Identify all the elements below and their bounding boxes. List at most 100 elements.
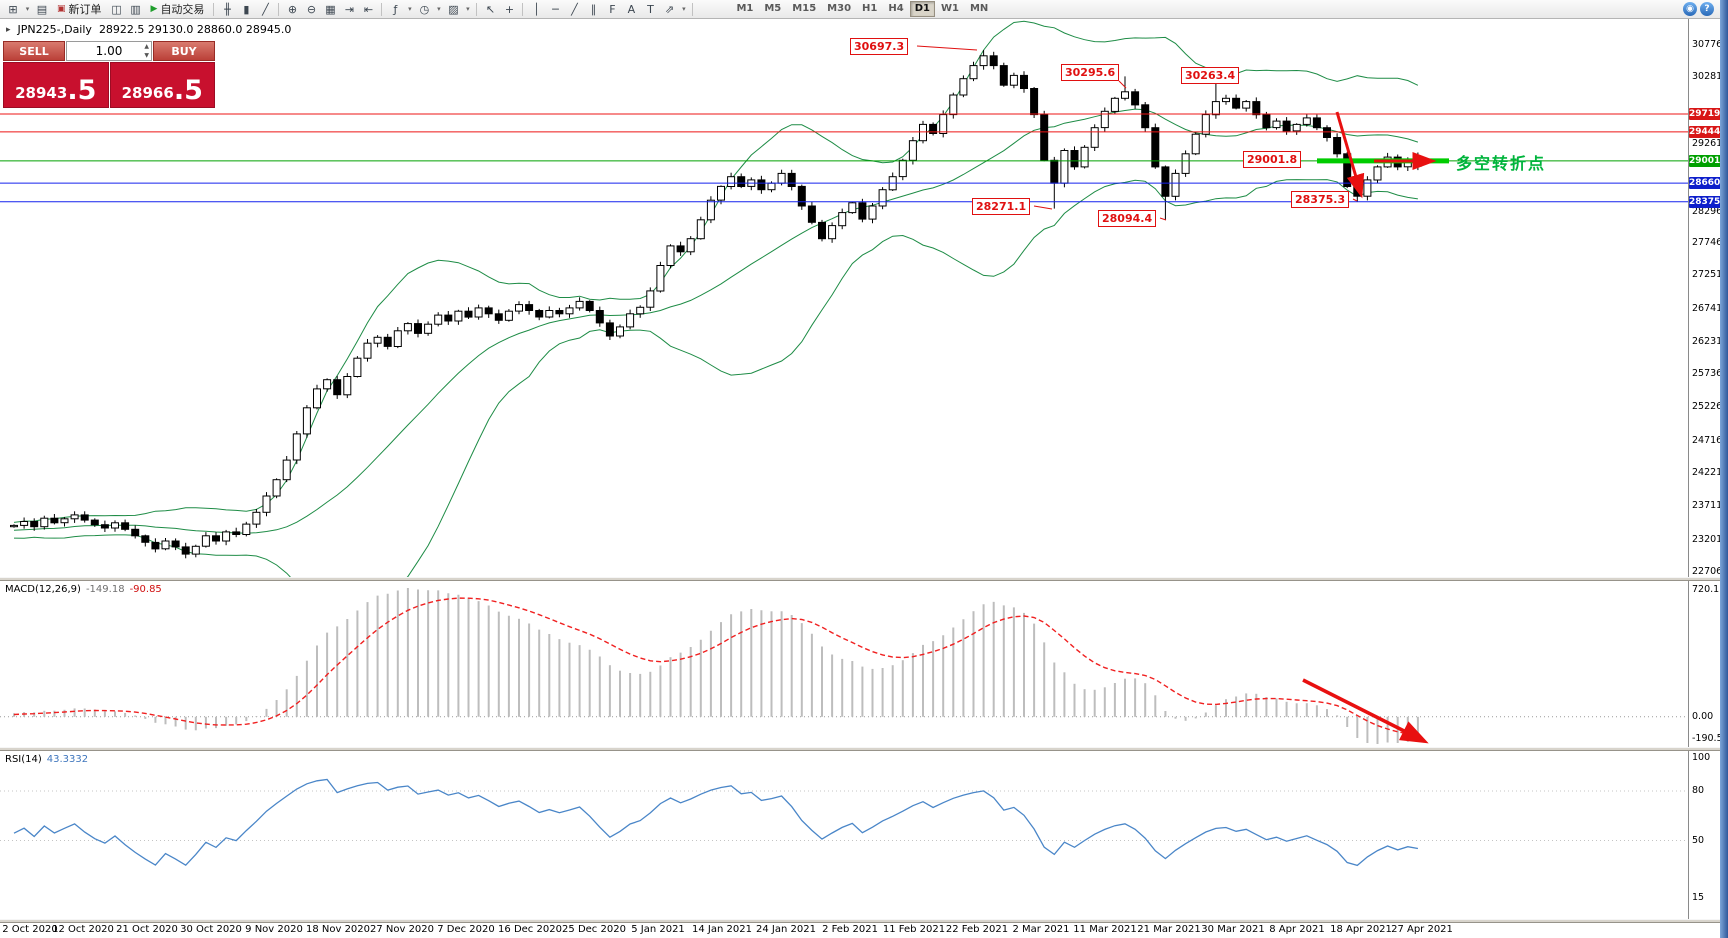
templates-icon[interactable]: ▨ bbox=[448, 2, 459, 16]
vertical-line-icon[interactable]: │ bbox=[533, 2, 540, 16]
rsi-label: RSI(14) 43.3332 bbox=[5, 754, 88, 765]
buy-price-display[interactable]: 28966.5 bbox=[109, 62, 215, 108]
price-tag: 29001.8 bbox=[1689, 154, 1728, 167]
time-label: 30 Oct 2020 bbox=[180, 924, 242, 935]
rsi-axis-label: 50 bbox=[1692, 834, 1705, 846]
auto-scroll-icon[interactable]: ⇥ bbox=[344, 2, 355, 16]
fibonacci-icon[interactable]: F bbox=[609, 2, 616, 16]
bar-chart-icon[interactable]: ╫ bbox=[224, 2, 231, 16]
price-annotation[interactable]: 28094.4 bbox=[1098, 210, 1157, 227]
new-order-button[interactable]: ▣ 新订单 bbox=[52, 1, 107, 17]
panel-separator[interactable] bbox=[0, 919, 1728, 923]
chart-shift-icon[interactable]: ⇤ bbox=[363, 2, 374, 16]
candlestick-chart-icon[interactable]: ▮ bbox=[243, 2, 250, 16]
indicators-dropdown[interactable]: ▾ bbox=[408, 5, 412, 13]
timeframe-d1[interactable]: D1 bbox=[909, 1, 935, 17]
window-edge-scrollbar[interactable] bbox=[1720, 0, 1728, 938]
auto-trading-button-text: 自动交易 bbox=[160, 3, 205, 16]
equidistant-channel-icon[interactable]: ∥ bbox=[590, 2, 597, 16]
price-annotation[interactable]: 30697.3 bbox=[850, 38, 909, 55]
time-label: 12 Oct 2020 bbox=[52, 924, 114, 935]
horizontal-line-icon[interactable]: ─ bbox=[552, 2, 559, 16]
charts-window-icon[interactable]: ⊞ bbox=[8, 2, 18, 16]
price-tick: 25226.0 bbox=[1692, 401, 1728, 413]
templates-dropdown[interactable]: ▾ bbox=[466, 5, 470, 13]
candlesticks-layer bbox=[10, 50, 1422, 559]
crosshair-icon[interactable]: + bbox=[504, 2, 515, 16]
arrows-tool-dropdown[interactable]: ▾ bbox=[682, 5, 686, 13]
indicators-icon[interactable]: ƒ bbox=[393, 2, 398, 16]
text-icon[interactable]: A bbox=[627, 2, 636, 16]
arrows-tool-icon[interactable]: ⇗ bbox=[664, 2, 675, 16]
auto-trading-button[interactable]: ▶ 自动交易 bbox=[146, 1, 210, 17]
rsi-axis-label: 80 bbox=[1692, 785, 1705, 796]
price-annotation[interactable]: 29001.8 bbox=[1243, 151, 1302, 168]
market-watch-icon[interactable]: ◫ bbox=[111, 2, 122, 16]
toolbar-separator bbox=[278, 2, 280, 16]
timeframe-h1[interactable]: H1 bbox=[862, 3, 878, 14]
sell-price-main: 28943 bbox=[15, 84, 68, 102]
timeframe-h4[interactable]: H4 bbox=[888, 3, 904, 14]
buy-button[interactable]: BUY bbox=[153, 41, 215, 61]
zoom-out-icon[interactable]: ⊖ bbox=[306, 2, 317, 16]
periods-icon[interactable]: ◷ bbox=[419, 2, 430, 16]
volume-input[interactable]: 1.00 ▲ ▼ bbox=[66, 41, 152, 61]
timeframe-m15[interactable]: M15 bbox=[792, 3, 817, 14]
time-label: 27 Nov 2020 bbox=[369, 924, 435, 935]
zoom-in-icon[interactable]: ⊕ bbox=[287, 2, 298, 16]
tile-windows-icon[interactable]: ▦ bbox=[325, 2, 336, 16]
macd-main-value: -149.18 bbox=[85, 584, 125, 595]
profiles-icon[interactable]: ▤ bbox=[36, 2, 48, 16]
macd-layer bbox=[0, 588, 1688, 744]
sell-price-display[interactable]: 28943.5 bbox=[3, 62, 109, 108]
timeframe-mn[interactable]: MN bbox=[969, 3, 989, 14]
price-tag: 28375.3 bbox=[1689, 195, 1728, 208]
cursor-icon[interactable]: ↖ bbox=[485, 2, 496, 16]
price-axis-border bbox=[1688, 19, 1689, 919]
price-tick: 24716.0 bbox=[1692, 434, 1728, 446]
collapse-panel-icon[interactable]: ▸ bbox=[6, 24, 11, 35]
price-tick: 25736.0 bbox=[1692, 368, 1728, 380]
horizontal-levels-layer[interactable] bbox=[0, 113, 1688, 203]
drawn-arrows-layer[interactable] bbox=[916, 45, 1437, 744]
new-order-button-icon: ▣ bbox=[57, 4, 66, 14]
sell-button[interactable]: SELL bbox=[3, 41, 65, 61]
time-label: 9 Nov 2020 bbox=[245, 924, 303, 935]
price-annotation[interactable]: 28375.3 bbox=[1291, 191, 1350, 208]
price-annotation[interactable]: 28271.1 bbox=[972, 198, 1031, 215]
price-annotation[interactable]: 30295.6 bbox=[1061, 64, 1120, 81]
macd-label: MACD(12,26,9) -149.18 -90.85 bbox=[5, 584, 162, 595]
trendline-icon[interactable]: ╱ bbox=[571, 2, 578, 16]
panel-separator[interactable] bbox=[0, 747, 1728, 751]
help-icon[interactable]: ? bbox=[1700, 2, 1714, 16]
buy-price-frac: .5 bbox=[173, 75, 203, 106]
line-chart-icon[interactable]: ╱ bbox=[262, 2, 269, 16]
rsi-layer bbox=[0, 778, 1688, 867]
time-label: 21 Mar 2021 bbox=[1137, 924, 1201, 935]
macd-axis-label: 0.00 bbox=[1692, 710, 1714, 722]
toolbar-separator bbox=[476, 2, 478, 16]
timeframe-w1[interactable]: W1 bbox=[940, 3, 959, 14]
new-order-button-text: 新订单 bbox=[68, 3, 102, 16]
price-annotation[interactable]: 30263.4 bbox=[1181, 67, 1240, 84]
periods-dropdown[interactable]: ▾ bbox=[437, 5, 441, 13]
price-tick: 28296.0 bbox=[1692, 205, 1728, 217]
charts-window-dropdown[interactable]: ▾ bbox=[25, 5, 30, 13]
volume-spinner[interactable]: ▲ ▼ bbox=[144, 42, 149, 60]
macd-axis-label: 720.11 bbox=[1692, 584, 1726, 595]
rsi-axis-label: 100 bbox=[1692, 752, 1711, 763]
time-label: 30 Mar 2021 bbox=[1201, 924, 1265, 935]
terminal-window-icon[interactable]: ▥ bbox=[130, 2, 141, 16]
timeframe-m30[interactable]: M30 bbox=[827, 3, 852, 14]
spinner-up-icon[interactable]: ▲ bbox=[144, 43, 149, 50]
community-icon[interactable]: ◉ bbox=[1683, 2, 1697, 16]
text-label-icon[interactable]: T bbox=[647, 2, 654, 16]
spinner-down-icon[interactable]: ▼ bbox=[144, 52, 149, 59]
price-tick: 27746.0 bbox=[1692, 236, 1728, 248]
time-label: 24 Jan 2021 bbox=[756, 924, 816, 935]
panel-separator[interactable] bbox=[0, 577, 1728, 581]
timeframe-m5[interactable]: M5 bbox=[764, 3, 782, 14]
timeframe-m1[interactable]: M1 bbox=[736, 3, 754, 14]
